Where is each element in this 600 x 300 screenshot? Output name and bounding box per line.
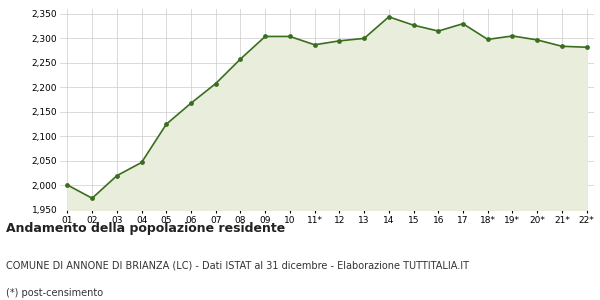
Point xyxy=(161,122,171,127)
Point xyxy=(409,23,418,28)
Point xyxy=(260,34,270,39)
Point xyxy=(236,57,245,62)
Point xyxy=(112,173,122,178)
Text: Andamento della popolazione residente: Andamento della popolazione residente xyxy=(6,222,285,235)
Point xyxy=(211,81,221,86)
Point xyxy=(359,36,369,41)
Point xyxy=(582,45,592,50)
Point xyxy=(483,37,493,42)
Text: COMUNE DI ANNONE DI BRIANZA (LC) - Dati ISTAT al 31 dicembre - Elaborazione TUTT: COMUNE DI ANNONE DI BRIANZA (LC) - Dati … xyxy=(6,261,469,271)
Point xyxy=(532,38,542,42)
Point xyxy=(285,34,295,39)
Point xyxy=(508,34,517,38)
Point xyxy=(384,14,394,19)
Point xyxy=(62,183,72,188)
Point xyxy=(335,38,344,43)
Text: (*) post-censimento: (*) post-censimento xyxy=(6,288,103,298)
Point xyxy=(557,44,566,49)
Point xyxy=(88,196,97,201)
Point xyxy=(433,29,443,34)
Point xyxy=(310,42,319,47)
Point xyxy=(458,21,468,26)
Point xyxy=(137,160,146,165)
Point xyxy=(186,101,196,106)
